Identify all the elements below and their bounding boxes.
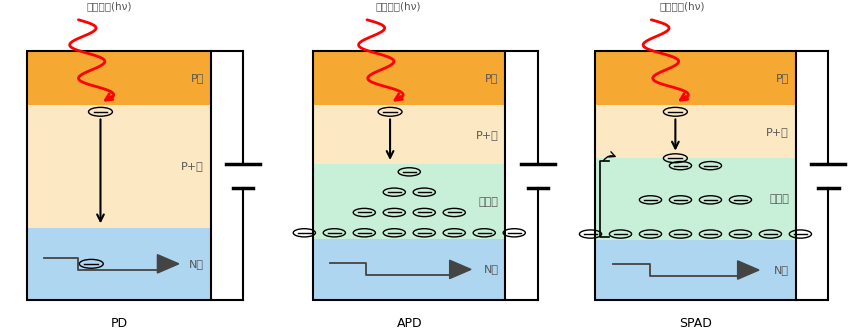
Bar [595, 51, 796, 105]
Bar [313, 51, 506, 105]
Text: フォトン(hν): フォトン(hν) [87, 1, 133, 11]
Text: 倍増層: 倍増層 [479, 197, 499, 207]
Text: P型: P型 [190, 73, 204, 83]
Text: P+型: P+型 [181, 161, 204, 171]
Polygon shape [738, 261, 759, 279]
Text: N型: N型 [774, 265, 789, 275]
Bar [27, 228, 211, 300]
Text: N型: N型 [483, 265, 499, 275]
Polygon shape [158, 255, 179, 273]
Bar [313, 105, 506, 164]
Bar [27, 51, 211, 105]
Bar [313, 239, 506, 300]
Text: SPAD: SPAD [679, 317, 712, 330]
Bar [313, 164, 506, 239]
Text: N型: N型 [189, 259, 204, 269]
Text: P+型: P+型 [476, 130, 499, 140]
Text: 倍増層: 倍増層 [769, 194, 789, 204]
Bar [27, 105, 211, 228]
Text: フォトン(hν): フォトン(hν) [375, 1, 421, 11]
Text: P型: P型 [485, 73, 499, 83]
Polygon shape [450, 260, 471, 279]
Bar [313, 51, 506, 300]
Text: PD: PD [111, 317, 128, 330]
Text: P型: P型 [776, 73, 789, 83]
Text: フォトン(hν): フォトン(hν) [660, 1, 705, 11]
Bar [595, 105, 796, 158]
Bar [595, 51, 796, 300]
Text: P+型: P+型 [766, 127, 789, 137]
Bar [595, 240, 796, 300]
Text: APD: APD [397, 317, 423, 330]
Bar [27, 51, 211, 300]
Bar [595, 158, 796, 240]
